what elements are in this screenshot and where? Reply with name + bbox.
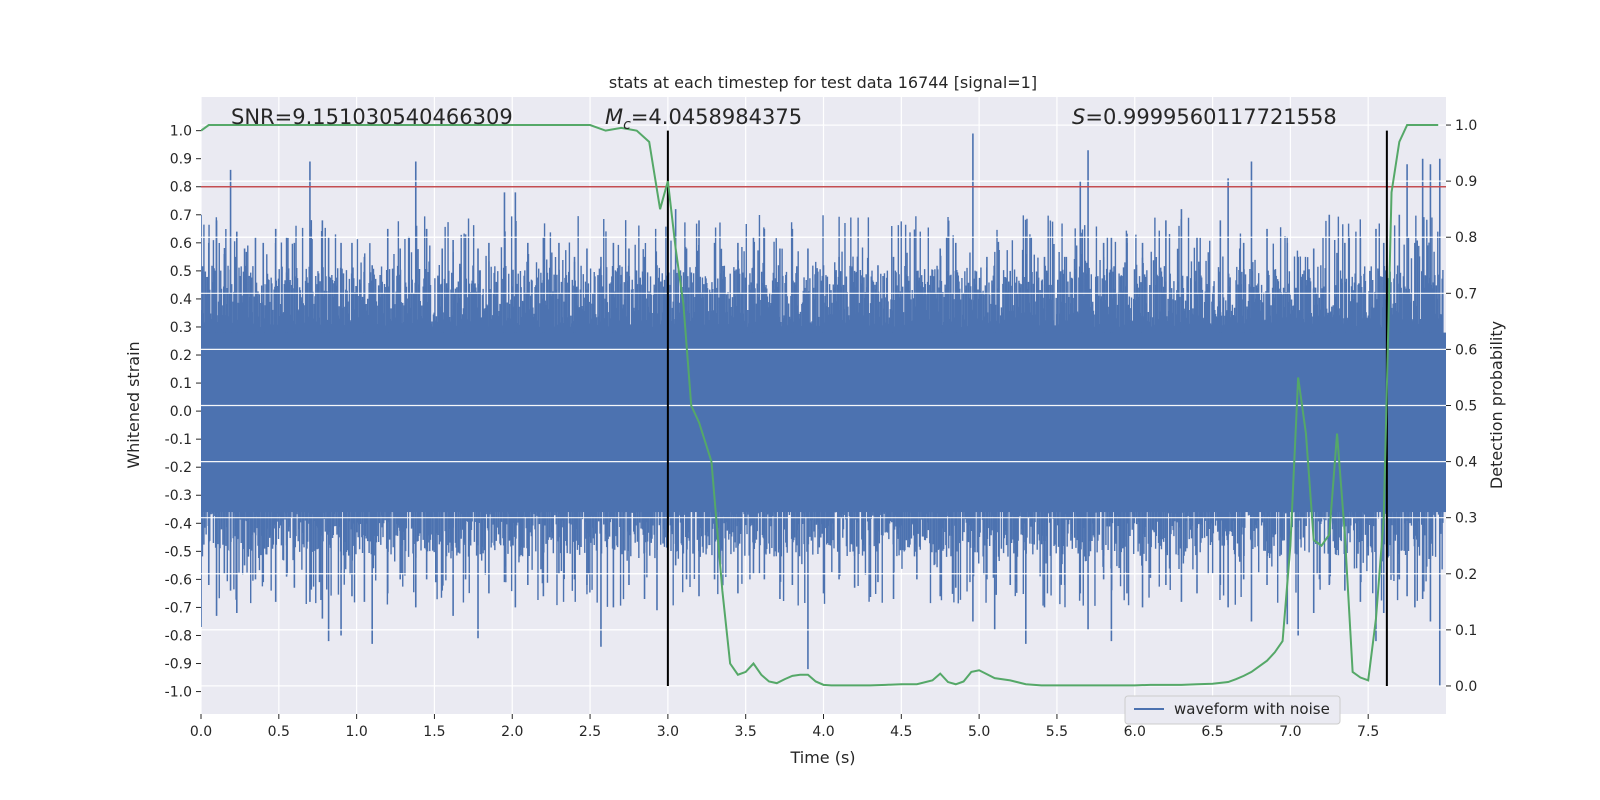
x-tick-label: 0.5 <box>268 724 290 740</box>
y-tick-label: 0.3 <box>170 320 192 336</box>
y-tick-label: 0.2 <box>170 348 192 364</box>
y2-tick-label: 0.3 <box>1455 511 1477 527</box>
y2-tick-label: 0.4 <box>1455 455 1477 471</box>
snr-annotation: SNR=9.151030540466309 <box>231 105 513 129</box>
x-axis-label: Time (s) <box>789 748 855 767</box>
x-tick-label: 7.5 <box>1357 724 1379 740</box>
y2-tick-label: 0.7 <box>1455 286 1477 302</box>
y-tick-label: -0.9 <box>165 657 192 673</box>
y-tick-label: 0.6 <box>170 236 192 252</box>
mc-annotation: Mc=4.0458984375 <box>605 105 802 133</box>
y-tick-label: -0.6 <box>165 572 192 588</box>
y-axis-ticks: 1.0 0.9 0.8 0.7 0.6 0.5 0.4 0.3 0.2 0.1 0.0 -0.1 -0.… <box>165 124 201 701</box>
y-tick-label: 0.4 <box>170 292 192 308</box>
detection-probability-line <box>201 124 1439 687</box>
y2-tick-label: 0.9 <box>1455 174 1477 190</box>
legend-box <box>1124 695 1341 725</box>
waveform-series <box>201 124 1446 687</box>
x-tick-label: 3.0 <box>657 724 679 740</box>
y2-tick-label: 0.1 <box>1455 623 1477 639</box>
y-tick-label: 0.8 <box>170 180 192 196</box>
y-tick-label: 0.0 <box>170 404 192 420</box>
y-tick-label: 1.0 <box>170 124 192 140</box>
y-tick-label: -0.7 <box>165 600 192 616</box>
y2-axis-label: Detection probability <box>1487 321 1506 489</box>
y2-tick-label: 0.0 <box>1455 679 1477 695</box>
x-tick-label: 1.0 <box>345 724 367 740</box>
legend-label: waveform with noise <box>1174 700 1330 718</box>
y2-tick-label: 1.0 <box>1455 118 1477 134</box>
x-tick-label: 2.5 <box>579 724 601 740</box>
x-tick-label: 5.5 <box>1046 724 1068 740</box>
y-tick-label: -0.3 <box>165 488 192 504</box>
x-tick-label: 5.0 <box>968 724 990 740</box>
y-tick-label: -0.2 <box>165 460 192 476</box>
x-tick-label: 3.5 <box>735 724 757 740</box>
y2-tick-label: 0.6 <box>1455 342 1477 358</box>
y-tick-label: -0.8 <box>165 628 192 644</box>
x-tick-label: 6.0 <box>1124 724 1146 740</box>
y-tick-label: 0.1 <box>170 376 192 392</box>
y-axis-label: Whitened strain <box>124 341 143 468</box>
y-tick-label: -0.5 <box>165 544 192 560</box>
y-tick-label: 0.9 <box>170 152 192 168</box>
x-tick-label: 6.5 <box>1201 724 1223 740</box>
s-annotation: S=0.9999560117721558 <box>1072 105 1337 129</box>
y-tick-label: -1.0 <box>165 685 192 701</box>
chart-title: stats at each timestep for test data 167… <box>609 73 1037 92</box>
y-tick-label: -0.4 <box>165 516 192 532</box>
y2-tick-label: 0.5 <box>1455 399 1477 415</box>
y2-axis-ticks: 1.0 0.9 0.8 0.7 0.6 0.5 0.4 0.3 0.2 0.1 0.0 <box>1446 118 1477 695</box>
x-tick-label: 4.5 <box>890 724 912 740</box>
x-tick-label: 4.0 <box>812 724 834 740</box>
x-tick-label: 2.0 <box>501 724 523 740</box>
x-tick-label: 1.5 <box>423 724 445 740</box>
x-tick-label: 7.0 <box>1279 724 1301 740</box>
y-tick-label: -0.1 <box>165 432 192 448</box>
y-tick-label: 0.7 <box>170 208 192 224</box>
x-tick-label: 0.0 <box>190 724 212 740</box>
legend: waveform with noise <box>1124 695 1341 725</box>
y2-tick-label: 0.8 <box>1455 230 1477 246</box>
y-tick-label: 0.5 <box>170 264 192 280</box>
y2-tick-label: 0.2 <box>1455 567 1477 583</box>
